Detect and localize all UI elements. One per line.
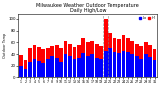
Bar	[59, 62, 63, 77]
Bar	[28, 62, 32, 77]
Bar	[77, 58, 81, 77]
Bar	[90, 54, 94, 77]
Bar	[81, 53, 85, 77]
Bar	[55, 58, 59, 77]
Bar	[41, 49, 45, 77]
Bar	[50, 56, 54, 77]
Bar	[86, 56, 90, 77]
Bar	[68, 44, 72, 77]
Bar	[50, 46, 54, 77]
Bar	[148, 45, 152, 77]
Legend: Lo, Hi: Lo, Hi	[138, 16, 156, 21]
Bar	[19, 66, 23, 77]
Bar	[95, 44, 99, 77]
Bar	[130, 54, 134, 77]
Bar	[73, 59, 76, 77]
Bar	[68, 56, 72, 77]
Bar	[99, 59, 103, 77]
Bar	[117, 53, 121, 77]
Bar	[37, 61, 41, 77]
Bar	[126, 52, 130, 77]
Bar	[46, 59, 50, 77]
Bar	[99, 46, 103, 77]
Bar	[139, 59, 143, 77]
Bar	[117, 39, 121, 77]
Bar	[104, 51, 108, 77]
Bar	[135, 56, 139, 77]
Bar	[24, 60, 28, 77]
Bar	[130, 41, 134, 77]
Title: Milwaukee Weather Outdoor Temperature
Daily High/Low: Milwaukee Weather Outdoor Temperature Da…	[36, 3, 139, 13]
Bar	[122, 51, 125, 77]
Bar	[139, 46, 143, 77]
Bar	[37, 47, 41, 77]
Bar	[64, 54, 68, 77]
Bar	[104, 19, 108, 77]
Bar	[113, 52, 116, 77]
Bar	[46, 48, 50, 77]
Bar	[28, 48, 32, 77]
Bar	[108, 33, 112, 77]
Bar	[81, 38, 85, 77]
Bar	[148, 57, 152, 77]
Bar	[33, 59, 36, 77]
Bar	[59, 48, 63, 77]
Bar	[95, 58, 99, 77]
Bar	[90, 41, 94, 77]
Bar	[86, 42, 90, 77]
Bar	[144, 54, 148, 77]
Bar	[55, 45, 59, 77]
Bar	[135, 44, 139, 77]
Bar	[108, 48, 112, 77]
Bar	[19, 55, 23, 77]
Bar	[41, 63, 45, 77]
Bar	[144, 42, 148, 77]
Bar	[122, 35, 125, 77]
Bar	[153, 49, 156, 77]
Bar	[24, 69, 28, 77]
Bar	[126, 38, 130, 77]
Bar	[113, 38, 116, 77]
Bar	[64, 41, 68, 77]
Bar	[33, 45, 36, 77]
Bar	[77, 45, 81, 77]
Bar	[73, 47, 76, 77]
Bar	[153, 60, 156, 77]
Y-axis label: Outdoor Temp: Outdoor Temp	[3, 33, 7, 58]
